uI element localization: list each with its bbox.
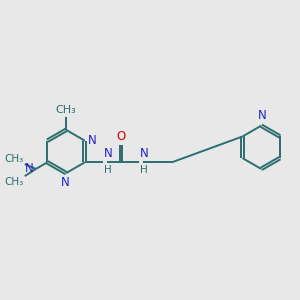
- Text: N: N: [257, 110, 266, 122]
- Text: O: O: [116, 130, 125, 143]
- Text: CH₃: CH₃: [56, 105, 76, 115]
- Text: N: N: [88, 134, 97, 147]
- Text: H: H: [104, 165, 112, 175]
- Text: N: N: [61, 176, 70, 189]
- Text: N: N: [140, 147, 148, 160]
- Text: CH₃: CH₃: [4, 177, 23, 187]
- Text: N: N: [25, 162, 34, 175]
- Text: CH₃: CH₃: [4, 154, 23, 164]
- Text: N: N: [104, 147, 112, 160]
- Text: H: H: [140, 165, 148, 175]
